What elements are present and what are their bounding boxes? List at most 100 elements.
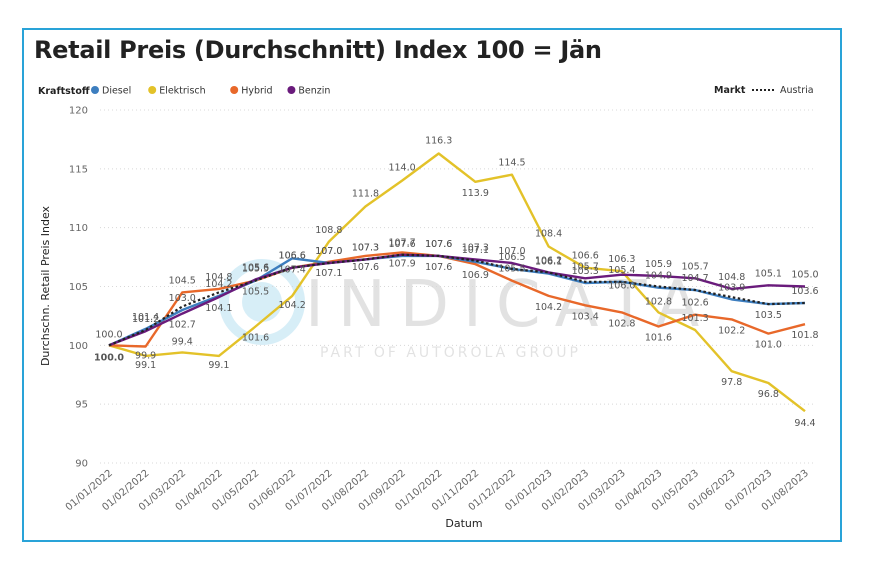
data-label: 107.3: [462, 242, 489, 253]
y-tick-label: 110: [69, 223, 88, 234]
data-label: 104.2: [205, 279, 232, 290]
y-tick-label: 115: [69, 164, 88, 175]
data-label: 106.9: [462, 270, 489, 281]
legend-swatch-benzin: [287, 86, 296, 94]
data-label: 101.6: [242, 333, 269, 344]
data-label: 108.4: [535, 228, 562, 239]
data-label: 103.9: [718, 282, 745, 293]
data-label: 107.0: [315, 246, 342, 257]
data-label: 108.8: [315, 225, 342, 236]
y-tick-label: 120: [69, 106, 88, 117]
data-label: 114.0: [388, 163, 415, 174]
y-tick-label: 95: [75, 400, 88, 411]
data-label: 105.1: [755, 268, 782, 279]
data-label: 101.6: [645, 333, 672, 344]
legend-markt-title: Markt: [714, 85, 746, 96]
y-tick-label: 105: [69, 282, 88, 293]
data-label: 106.3: [608, 254, 635, 265]
data-label: 105.5: [242, 264, 269, 275]
data-label: 106.6: [279, 251, 306, 262]
data-label: 107.6: [425, 239, 452, 250]
data-label: 105.3: [572, 266, 599, 277]
data-label: 107.4: [279, 264, 306, 275]
data-label: 106.2: [535, 255, 562, 266]
watermark-logo-icon: [219, 259, 305, 345]
x-axis-title: Datum: [445, 517, 482, 530]
data-label: 97.8: [721, 377, 742, 388]
data-label: 105.9: [645, 259, 672, 270]
legend-item-diesel: Diesel: [102, 86, 131, 97]
data-label: 101.8: [791, 330, 818, 341]
data-label: 105.5: [498, 264, 525, 275]
data-label: 101.4: [132, 312, 159, 323]
data-label: 106.1: [535, 257, 562, 268]
legend-item-benzin: Benzin: [298, 86, 330, 97]
data-label: 103.0: [169, 293, 196, 304]
legend-title: Kraftstoff: [38, 86, 90, 97]
data-label: 103.4: [572, 311, 599, 322]
data-label: 104.2: [535, 302, 562, 313]
data-label: 102.2: [718, 325, 745, 336]
y-axis-title: Durchschn. Retail Preis Index: [39, 205, 52, 366]
data-label: 111.8: [352, 188, 379, 199]
legend-item-hybrid: Hybrid: [241, 86, 272, 97]
data-label: 106.6: [572, 251, 599, 262]
legend: Kraftstoff Diesel Elektrisch Hybrid Benzin: [38, 86, 330, 98]
data-label: 107.6: [352, 262, 379, 273]
data-label: 102.6: [682, 298, 709, 309]
legend-swatch-diesel: [91, 86, 99, 94]
data-label: 104.9: [645, 271, 672, 282]
data-label: 107.1: [315, 268, 342, 279]
data-label: 104.5: [169, 275, 196, 286]
data-label: 107.6: [425, 262, 452, 273]
data-label: 106.6: [279, 251, 306, 262]
data-label: 105.7: [572, 261, 599, 272]
data-label: 99.1: [135, 360, 156, 371]
data-label: 104.8: [205, 272, 232, 283]
data-label: 100.0: [94, 352, 124, 363]
data-label: 114.5: [498, 158, 525, 169]
data-label: 103.5: [755, 310, 782, 321]
data-label: 101.2: [132, 314, 159, 325]
data-label: 107.3: [352, 242, 379, 253]
data-label: 107.7: [388, 238, 415, 249]
data-label: 116.3: [425, 136, 452, 147]
data-label: 107.3: [352, 242, 379, 253]
data-label: 102.7: [169, 320, 196, 331]
series-line-austria: [108, 253, 806, 347]
data-label: 99.9: [135, 351, 156, 362]
data-label: 105.5: [242, 287, 269, 298]
data-label: 101.0: [755, 340, 782, 351]
y-tick-label: 100: [69, 341, 88, 352]
x-axis-ticks: 01/01/202201/02/202201/03/202201/04/2022…: [64, 468, 811, 513]
data-label: 102.8: [645, 296, 672, 307]
data-label: 105.7: [682, 261, 709, 272]
data-label: 94.4: [794, 418, 815, 429]
legend-item-elektrisch: Elektrisch: [159, 86, 205, 97]
data-label: 101.3: [682, 313, 709, 324]
data-label: 104.7: [682, 273, 709, 284]
data-label: 96.8: [758, 389, 779, 400]
data-label: 104.2: [279, 300, 306, 311]
data-labels: 99.1 99.4 99.1 101.6 104.2 108.8 111.8 114.0 116…: [94, 136, 819, 430]
series-lines: [108, 152, 806, 413]
data-label: 106.0: [608, 281, 635, 292]
data-label: 107.0: [315, 246, 342, 257]
data-label: 113.9: [462, 188, 489, 199]
data-label: 105.4: [608, 265, 635, 276]
data-label: 99.4: [172, 336, 193, 347]
data-label: 105.0: [791, 270, 818, 281]
data-label: 102.8: [608, 318, 635, 329]
chart-frame: [22, 28, 842, 542]
legend-markt-label: Austria: [780, 85, 814, 96]
data-label: 106.5: [498, 252, 525, 263]
watermark-tagline: PART OF AUTOROLA GROUP: [320, 345, 581, 361]
y-axis-ticks: 90 95 100 105 110 115 120: [69, 106, 88, 470]
legend-swatch-elektrisch: [148, 86, 157, 94]
data-label: 107.6: [388, 239, 415, 250]
data-label: 104.8: [718, 272, 745, 283]
series-line-elektrisch: [108, 152, 806, 413]
data-label: 107.9: [388, 258, 415, 269]
data-label: 100.0: [95, 329, 122, 340]
